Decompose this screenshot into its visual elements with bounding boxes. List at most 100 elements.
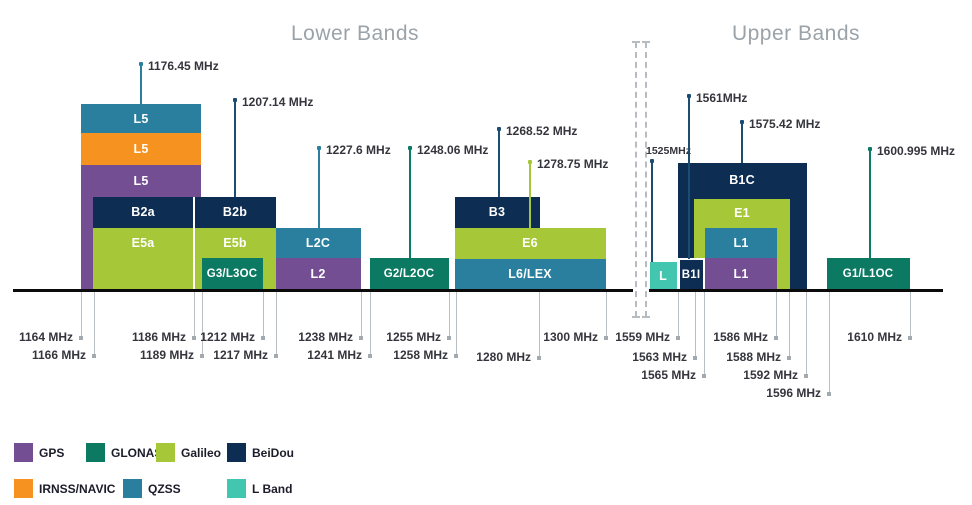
edge-leader-line-1588 bbox=[788, 292, 790, 358]
edge-leader-line-1563 bbox=[694, 292, 696, 358]
band-label-b2b: B2b bbox=[222, 205, 248, 219]
band-label-g3-l3oc: G3/L3OC bbox=[206, 268, 258, 280]
band-label-l5-qzss: L5 bbox=[133, 112, 149, 126]
edge-leader-line-1596 bbox=[828, 292, 830, 394]
edge-leader-line-1280 bbox=[538, 292, 540, 358]
edge-leader-marker-1565 bbox=[702, 374, 706, 378]
legend-label-beidou: BeiDou bbox=[252, 446, 294, 460]
band-l5-irnss bbox=[81, 133, 201, 165]
edge-label-1189: 1189 MHz bbox=[139, 348, 194, 362]
edge-leader-line-1186 bbox=[193, 292, 195, 338]
edge-leader-marker-1186 bbox=[192, 336, 196, 340]
edge-label-1300: 1300 MHz bbox=[543, 330, 598, 344]
freq-leader-dot-1600.995 bbox=[868, 147, 872, 151]
band-label-l2: L2 bbox=[310, 267, 326, 281]
edge-leader-marker-1300 bbox=[604, 336, 608, 340]
freq-leader-dot-1248.06 bbox=[408, 146, 412, 150]
band-label-l5-irnss: L5 bbox=[133, 142, 149, 156]
band-label-b1c: B1C bbox=[729, 173, 755, 187]
legend-label-gps: GPS bbox=[39, 446, 65, 460]
edge-leader-marker-1212 bbox=[261, 336, 265, 340]
freq-label-1575.42: 1575.42 MHz bbox=[749, 117, 821, 131]
freq-label-1207.14: 1207.14 MHz bbox=[242, 95, 314, 109]
band-label-e5b: E5b bbox=[223, 236, 247, 250]
frequency-axis-segment-2 bbox=[649, 289, 943, 292]
freq-leader-line-1561 bbox=[688, 97, 690, 259]
freq-leader-dot-1268.52 bbox=[497, 127, 501, 131]
edge-leader-marker-1610 bbox=[908, 336, 912, 340]
edge-label-1280: 1280 MHz bbox=[476, 350, 531, 364]
edge-label-1596: 1596 MHz bbox=[766, 386, 821, 400]
freq-leader-line-1268.52 bbox=[498, 130, 500, 197]
freq-leader-line-1278.75 bbox=[529, 163, 531, 228]
band-label-g1-l1oc: G1/L1OC bbox=[842, 268, 894, 280]
edge-leader-marker-1592 bbox=[804, 374, 808, 378]
freq-leader-dot-1227.6 bbox=[317, 146, 321, 150]
edge-leader-line-1559 bbox=[677, 292, 679, 338]
band-label-l5-gps: L5 bbox=[133, 174, 149, 188]
edge-label-1588: 1588 MHz bbox=[726, 350, 781, 364]
legend-swatch-galileo bbox=[156, 443, 175, 462]
edge-leader-marker-1559 bbox=[676, 336, 680, 340]
legend-label-irnss-navic: IRNSS/NAVIC bbox=[39, 482, 116, 496]
legend-swatch-irnss-navic bbox=[14, 479, 33, 498]
freq-label-1248.06: 1248.06 MHz bbox=[417, 143, 489, 157]
edge-label-1563: 1563 MHz bbox=[632, 350, 687, 364]
band-l6-lex bbox=[455, 259, 606, 290]
edge-leader-line-1255 bbox=[448, 292, 450, 338]
band-l1-gps bbox=[705, 258, 777, 290]
axis-break-line-2 bbox=[645, 42, 647, 317]
edge-label-1166: 1166 MHz bbox=[31, 348, 86, 362]
axis-break-cap-top-2 bbox=[642, 41, 650, 43]
band-label-l2c: L2C bbox=[305, 236, 331, 250]
freq-leader-line-1227.6 bbox=[318, 149, 320, 228]
frequency-axis-segment-1 bbox=[13, 289, 633, 292]
legend-label-glonass: GLONASS bbox=[111, 446, 171, 460]
freq-leader-dot-1561 bbox=[687, 94, 691, 98]
band-b3 bbox=[455, 197, 540, 228]
band-label-b1i: B1I bbox=[681, 269, 701, 281]
edge-label-1255: 1255 MHz bbox=[386, 330, 441, 344]
band-divider bbox=[193, 197, 195, 289]
edge-label-1217: 1217 MHz bbox=[213, 348, 268, 362]
freq-leader-dot-1278.75 bbox=[528, 160, 532, 164]
freq-label-1525: 1525MHz bbox=[646, 145, 691, 157]
band-l2c bbox=[276, 228, 361, 258]
band-g3-l3oc bbox=[202, 258, 263, 290]
freq-label-1600.995: 1600.995 MHz bbox=[877, 144, 956, 158]
edge-label-1186: 1186 MHz bbox=[131, 330, 186, 344]
edge-leader-marker-1258 bbox=[454, 354, 458, 358]
band-label-l1-qzss: L1 bbox=[733, 236, 749, 250]
edge-leader-marker-1280 bbox=[537, 356, 541, 360]
edge-label-1610: 1610 MHz bbox=[847, 330, 902, 344]
band-l1-qzss bbox=[705, 228, 777, 258]
edge-label-1586: 1586 MHz bbox=[713, 330, 768, 344]
edge-leader-line-1258 bbox=[455, 292, 457, 356]
freq-label-1268.52: 1268.52 MHz bbox=[506, 124, 578, 138]
edge-leader-line-1241 bbox=[369, 292, 371, 356]
edge-leader-marker-1166 bbox=[92, 354, 96, 358]
freq-leader-dot-1176.45 bbox=[139, 62, 143, 66]
freq-label-1278.75: 1278.75 MHz bbox=[537, 157, 609, 171]
edge-label-1258: 1258 MHz bbox=[393, 348, 448, 362]
edge-label-1212: 1212 MHz bbox=[200, 330, 255, 344]
edge-label-1559: 1559 MHz bbox=[615, 330, 670, 344]
band-label-b2a: B2a bbox=[131, 205, 155, 219]
upper-bands-title: Upper Bands bbox=[731, 22, 861, 45]
freq-leader-line-1207.14 bbox=[234, 101, 236, 197]
band-l5-qzss bbox=[81, 104, 201, 133]
axis-break-cap-bottom-2 bbox=[642, 316, 650, 318]
edge-label-1592: 1592 MHz bbox=[743, 368, 798, 382]
band-g2-l2oc bbox=[370, 258, 449, 290]
edge-leader-line-1189 bbox=[201, 292, 203, 356]
band-e6 bbox=[455, 228, 606, 259]
band-label-e1: E1 bbox=[734, 206, 750, 220]
legend-swatch-beidou bbox=[227, 443, 246, 462]
edge-leader-line-1565 bbox=[703, 292, 705, 376]
lower-bands-title: Lower Bands bbox=[290, 22, 420, 45]
edge-leader-marker-1563 bbox=[693, 356, 697, 360]
band-l2 bbox=[276, 258, 361, 290]
freq-leader-line-1248.06 bbox=[409, 149, 411, 258]
edge-leader-marker-1164 bbox=[79, 336, 83, 340]
edge-leader-line-1166 bbox=[93, 292, 95, 356]
